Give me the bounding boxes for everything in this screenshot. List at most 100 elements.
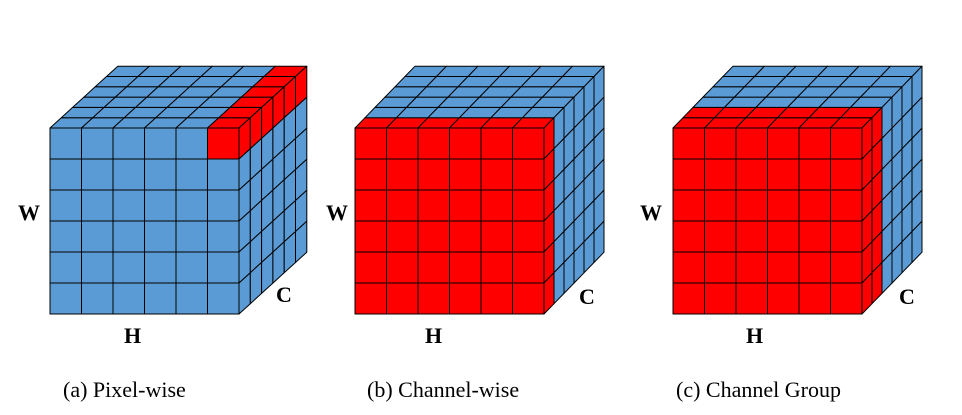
front-cell [704,282,737,315]
front-cell [81,158,114,191]
front-cell [449,220,482,253]
front-cell [830,127,863,160]
cube-channel-wise [354,65,605,315]
front-cell [735,220,768,253]
front-cell [480,220,513,253]
caption-b: (b) Channel-wise [367,377,519,402]
front-cell [735,251,768,284]
front-cell [49,282,82,315]
front-cell [175,220,208,253]
axis-c-label-b: C [579,284,595,309]
front-cell [830,158,863,191]
front-cell [798,282,831,315]
front-cell [175,189,208,222]
front-cell [144,158,177,191]
front-cell [512,251,545,284]
front-cell [798,127,831,160]
front-cell [480,189,513,222]
front-cell [49,220,82,253]
front-cell [767,158,800,191]
front-cell [81,189,114,222]
front-cell [704,251,737,284]
front-cell [144,282,177,315]
axis-c-label-c: C [899,284,915,309]
front-cell [354,158,387,191]
caption-a: (a) Pixel-wise [63,377,186,402]
front-cell [704,127,737,160]
front-cell [480,282,513,315]
cube-pixel-wise [49,65,308,315]
front-cell [112,158,145,191]
front-cell [449,158,482,191]
axis-h-label-c: H [746,323,763,348]
front-cell [207,220,240,253]
front-cell [512,189,545,222]
front-cell [417,220,450,253]
side-cell [911,220,923,263]
front-cell [672,282,705,315]
front-cell [449,127,482,160]
front-cell [354,220,387,253]
front-cell [480,251,513,284]
front-cell [735,158,768,191]
axis-w-label-b: W [326,200,348,225]
front-cell [144,127,177,160]
front-cell [449,282,482,315]
cube-channel-group [672,65,923,315]
side-cell [295,220,308,263]
front-cell [767,220,800,253]
front-cell [386,189,419,222]
front-cell [672,127,705,160]
front-cell [386,220,419,253]
front-cell [175,251,208,284]
front-cell [81,220,114,253]
front-cell [767,251,800,284]
front-cell [207,282,240,315]
front-cell [112,282,145,315]
front-cell [449,251,482,284]
front-cell [704,189,737,222]
front-cell [830,220,863,253]
axis-h-label-a: H [124,323,141,348]
front-cell [207,251,240,284]
front-cell [830,189,863,222]
axis-c-label-a: C [276,282,292,307]
front-cell [112,127,145,160]
front-cell [112,251,145,284]
front-cell [767,127,800,160]
front-cell [672,251,705,284]
front-cell [175,127,208,160]
front-cell [512,127,545,160]
front-cell [386,127,419,160]
caption-c: (c) Channel Group [676,377,841,402]
front-cell [480,127,513,160]
front-cell [417,127,450,160]
front-cell [417,282,450,315]
front-cell [175,282,208,315]
front-cell [207,127,240,160]
front-cell [354,189,387,222]
front-cell [480,158,513,191]
front-cell [207,189,240,222]
axis-w-label-a: W [18,200,40,225]
front-cell [354,251,387,284]
front-cell [512,158,545,191]
front-cell [798,220,831,253]
front-cell [735,282,768,315]
front-cell [672,220,705,253]
front-cell [417,189,450,222]
front-cell [49,251,82,284]
front-cell [112,189,145,222]
side-cell [593,220,605,263]
front-cell [735,189,768,222]
front-cell [830,282,863,315]
front-cell [704,220,737,253]
axis-h-label-b: H [425,323,442,348]
front-cell [704,158,737,191]
front-cell [767,282,800,315]
axis-w-label-c: W [640,200,662,225]
front-cell [144,251,177,284]
front-cell [767,189,800,222]
